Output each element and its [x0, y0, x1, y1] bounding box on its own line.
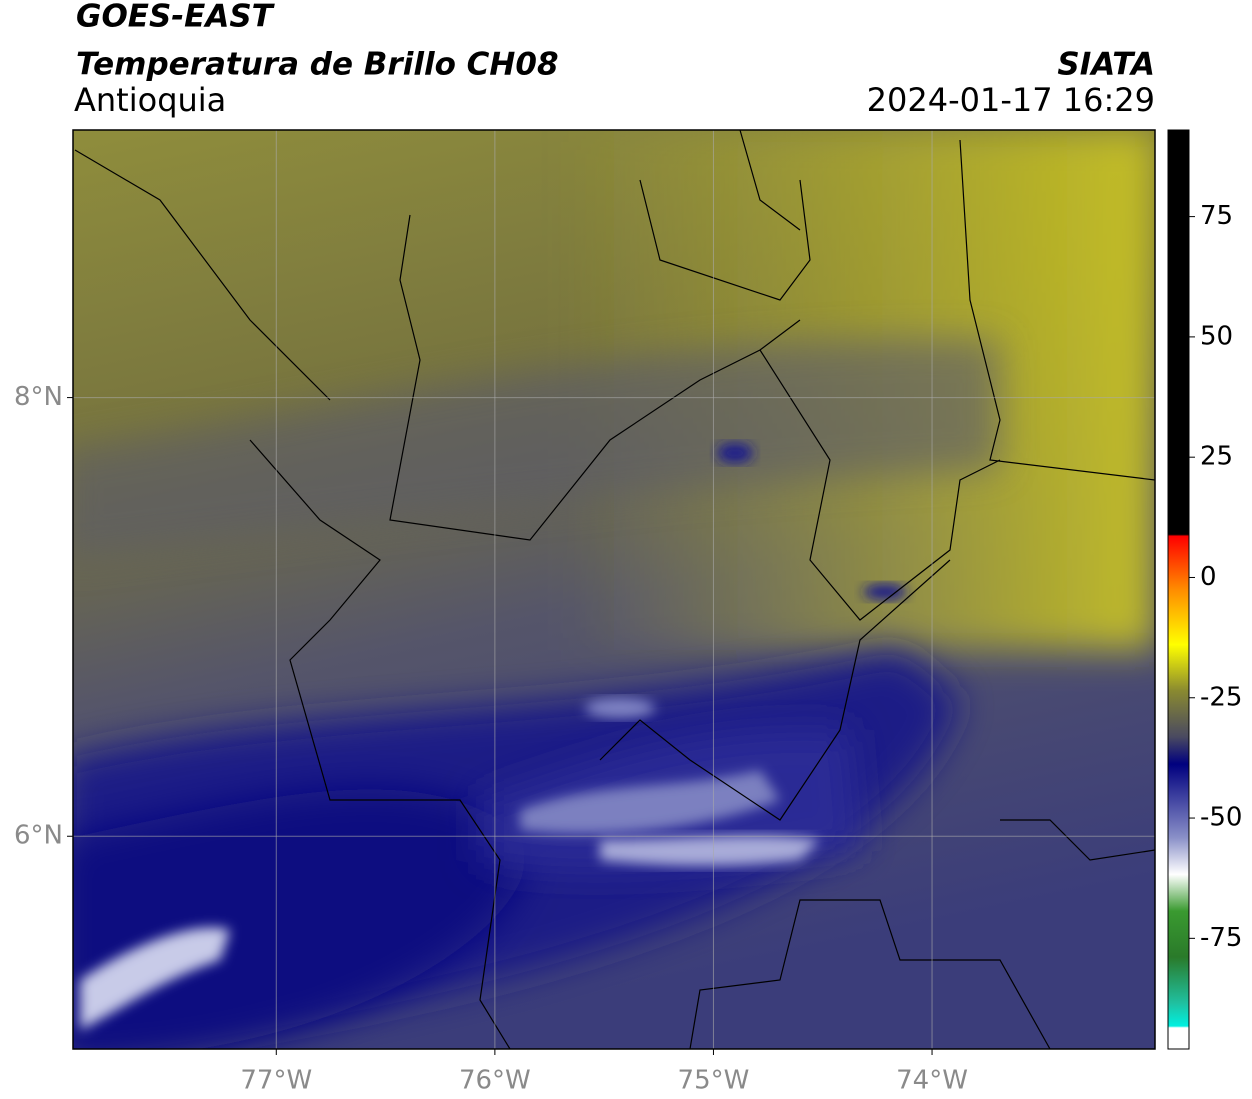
colorbar-tick-label: -25: [1200, 682, 1242, 712]
map-axes: 77°W 76°W 75°W 74°W 8°N 6°N: [14, 130, 1155, 1096]
y-tick-label: 6°N: [14, 821, 63, 851]
map-frame: [72, 129, 1156, 1050]
region: Antioquia: [74, 81, 226, 119]
x-tick-label: 76°W: [459, 1066, 531, 1096]
datetime: 2024-01-17 16:29: [867, 81, 1155, 119]
y-tick-label: 8°N: [14, 382, 63, 412]
colorbar-tick-label: 50: [1200, 321, 1233, 351]
organization: SIATA: [1057, 47, 1155, 83]
x-tick-label: 74°W: [896, 1066, 968, 1096]
colorbar-tick-label: -75: [1200, 923, 1242, 953]
satellite-image: [73, 130, 1155, 1049]
colorbar-tick-label: -50: [1200, 803, 1242, 833]
colorbar-axis: 75 50 25 0 -25 -50 -75: [1189, 201, 1242, 953]
colorbar-tick-label: 25: [1200, 442, 1233, 472]
x-tick-label: 77°W: [240, 1066, 312, 1096]
x-tick-label: 75°W: [678, 1066, 750, 1096]
colorbar-tick-label: 0: [1200, 562, 1217, 592]
colorbar: [1167, 129, 1190, 1050]
colorbar-tick-label: 75: [1200, 201, 1233, 231]
title-source: GOES-EAST: [76, 0, 276, 35]
title-product: Temperatura de Brillo CH08: [76, 47, 559, 83]
